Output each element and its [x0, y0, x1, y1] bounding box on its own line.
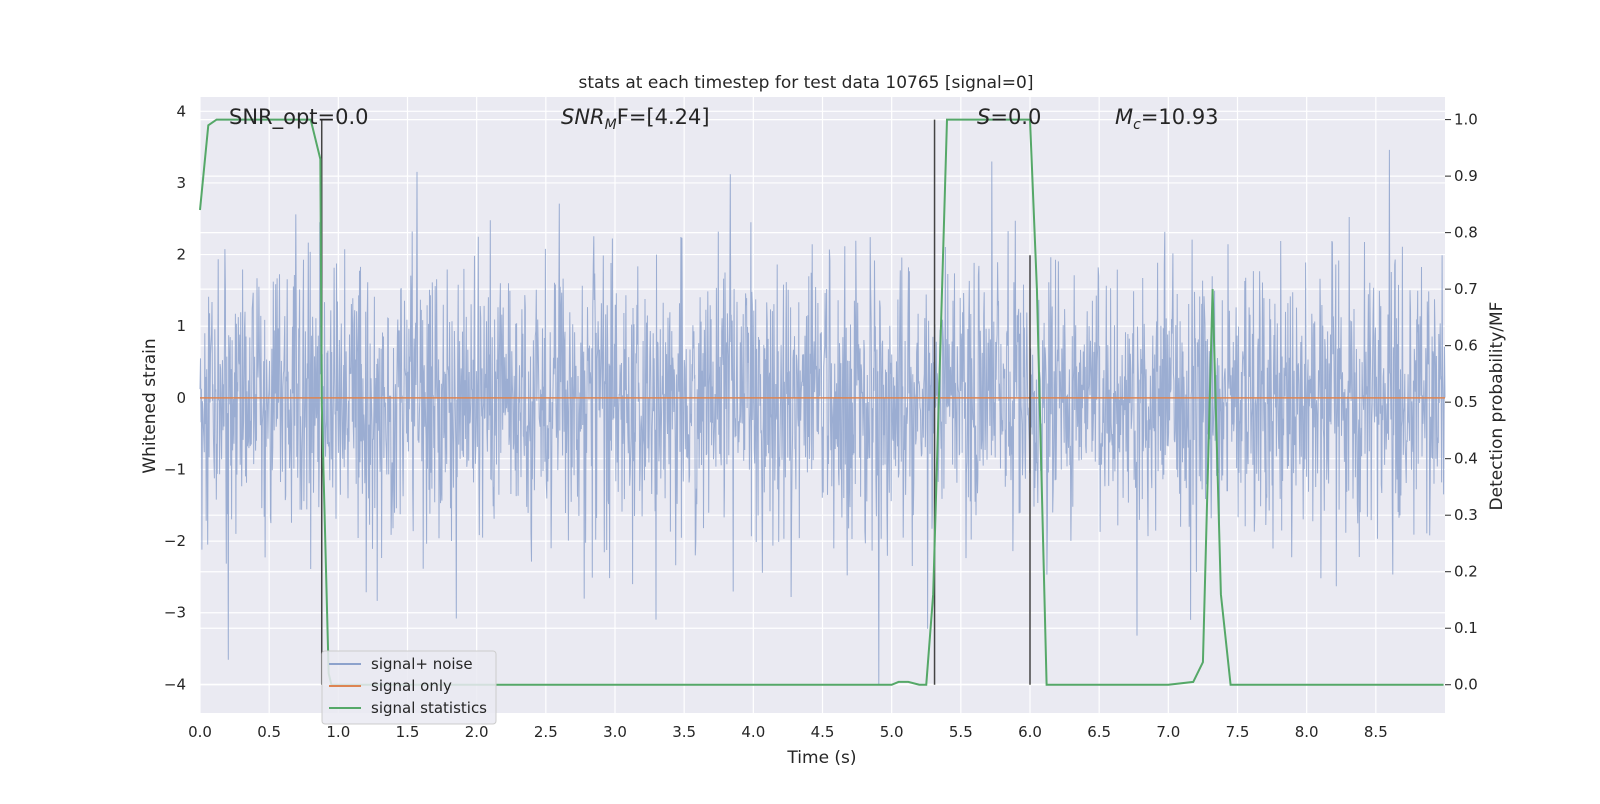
- x-tick-label: 6.0: [1018, 723, 1042, 741]
- x-tick-label: 5.5: [949, 723, 973, 741]
- x-tick-label: 7.5: [1226, 723, 1250, 741]
- y-right-tick-label: 0.2: [1454, 563, 1478, 581]
- annotation-snr-mf-sub: M: [605, 117, 617, 133]
- annotation-mc-rest: =10.93: [1141, 105, 1219, 129]
- y-right-axis-label: Detection probability/MF: [1487, 302, 1507, 511]
- annotation-mc-base: M: [1115, 105, 1133, 129]
- y-left-tick-label: 1: [176, 317, 186, 335]
- x-tick-label: 2.0: [465, 723, 489, 741]
- y-right-tick-label: 0.1: [1454, 619, 1478, 637]
- y-right-tick-label: 0.0: [1454, 676, 1478, 694]
- y-left-axis-label: Whitened strain: [140, 338, 160, 473]
- grid: [199, 97, 1445, 713]
- y-left-tick-label: 3: [176, 174, 186, 192]
- x-tick-label: 7.0: [1156, 723, 1180, 741]
- annotation-mc-sub: c: [1133, 117, 1141, 133]
- y-right-tick-label: 0.3: [1454, 506, 1478, 524]
- x-tick-label: 4.5: [811, 723, 835, 741]
- signal-statistics-line: [199, 118, 1444, 686]
- x-tick-label: 1.5: [396, 723, 420, 741]
- annotation-snr-opt: SNR_opt=0.0: [229, 105, 369, 130]
- chart-title: stats at each timestep for test data 107…: [579, 73, 1034, 93]
- signal-statistics-series: [199, 118, 1444, 686]
- x-tick-label: 3.5: [672, 723, 696, 741]
- y-right-tick-label: 1.0: [1454, 111, 1478, 129]
- legend-label-noise: signal+ noise: [371, 655, 473, 673]
- y-left-tick-label: −3: [164, 604, 186, 622]
- y-left-tick-label: −2: [164, 532, 186, 550]
- annotation-s-rest: =0.0: [990, 105, 1041, 129]
- legend-label-statistics: signal statistics: [371, 699, 487, 717]
- x-tick-label: 4.0: [741, 723, 765, 741]
- annotation-snr-mf: SNRMF=[4.24]: [561, 105, 710, 133]
- legend-label-signal-only: signal only: [371, 677, 452, 695]
- x-tick-label: 3.0: [603, 723, 627, 741]
- y-left-tick-label: −1: [164, 460, 186, 478]
- signal-noise-series: [199, 149, 1446, 685]
- annotation-snr-mf-rest: F=[4.24]: [617, 105, 710, 129]
- y-right-axis-ticks: 1.0 0.9 0.8 0.7 0.6 0.5 0.4 0.3 0.2 0.1 0.0: [1445, 111, 1478, 694]
- y-left-axis-ticks: 4 3 2 1 0 −1 −2 −3 −4: [164, 102, 186, 693]
- x-axis-ticks: 0.0 0.5 1.0 1.5 2.0 2.5 3.0 3.5 4.0 4.5 5.0 5.5 6.0 6…: [188, 723, 1388, 741]
- annotation-s-base: S: [977, 105, 990, 129]
- x-tick-label: 2.5: [534, 723, 558, 741]
- x-tick-label: 0.0: [188, 723, 212, 741]
- x-tick-label: 5.0: [880, 723, 904, 741]
- x-tick-label: 0.5: [257, 723, 281, 741]
- y-right-tick-label: 0.9: [1454, 167, 1478, 185]
- legend-box: [321, 650, 497, 725]
- y-left-tick-label: 0: [176, 389, 186, 407]
- y-right-tick-label: 0.8: [1454, 224, 1478, 242]
- y-right-tick-label: 0.4: [1454, 450, 1478, 468]
- y-left-tick-label: 2: [176, 246, 186, 264]
- annotation-s: S=0.0: [977, 105, 1041, 129]
- y-left-tick-label: 4: [176, 102, 186, 120]
- y-right-tick-label: 0.6: [1454, 337, 1478, 355]
- y-left-tick-label: −4: [164, 675, 186, 693]
- legend: signal+ noise signal only signal statist…: [321, 650, 497, 725]
- y-right-tick-label: 0.7: [1454, 280, 1478, 298]
- x-tick-label: 6.5: [1087, 723, 1111, 741]
- x-tick-label: 1.0: [326, 723, 350, 741]
- x-axis-label: Time (s): [786, 748, 856, 768]
- y-right-tick-label: 0.5: [1454, 393, 1478, 411]
- annotation-snr-mf-base: SNR: [561, 105, 605, 129]
- annotation-mc: Mc=10.93: [1115, 105, 1219, 133]
- signal-noise-line: [199, 149, 1446, 685]
- x-tick-label: 8.0: [1295, 723, 1319, 741]
- x-tick-label: 8.5: [1364, 723, 1388, 741]
